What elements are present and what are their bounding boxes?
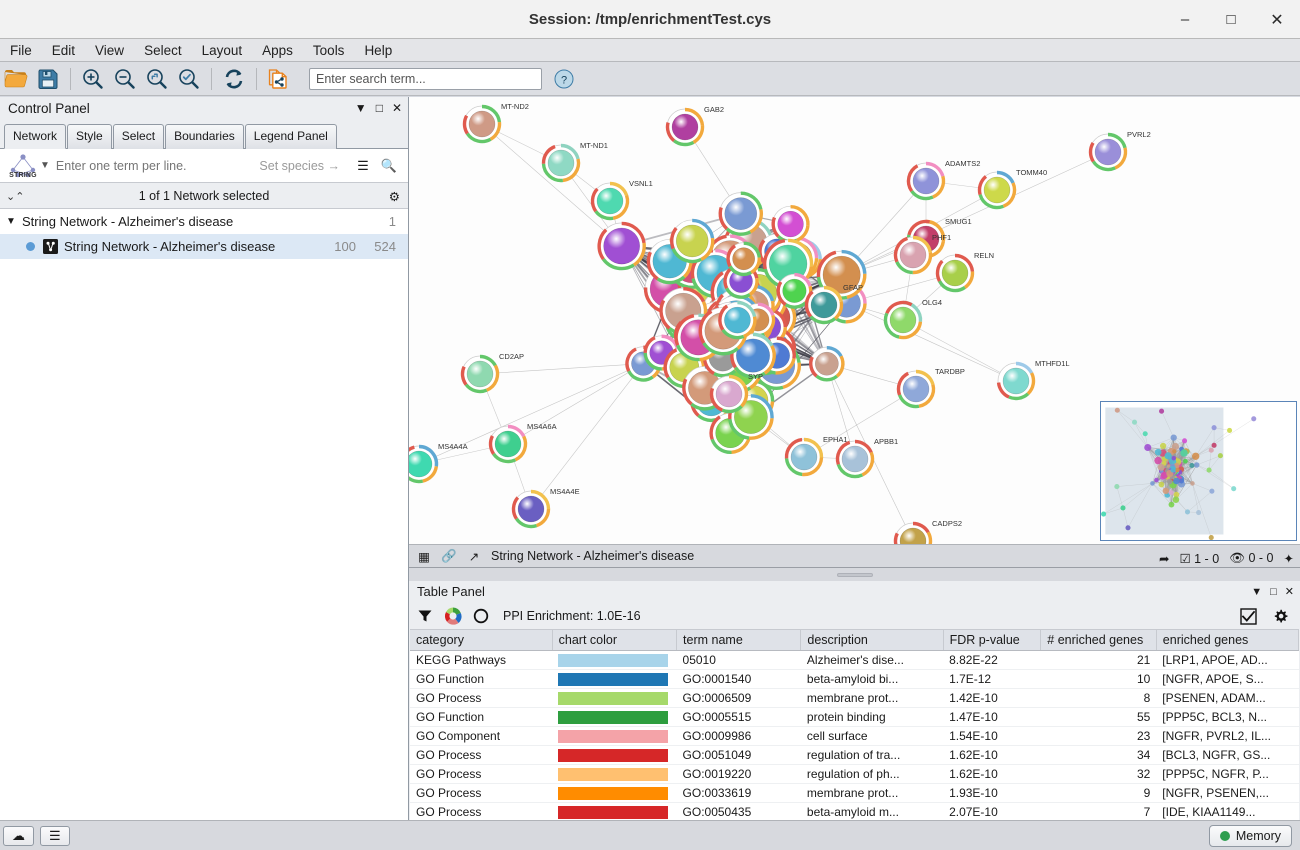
svg-text:MS4A4A: MS4A4A	[438, 442, 468, 451]
svg-text:VSNL1: VSNL1	[629, 179, 653, 188]
svg-text:MS4A6A: MS4A6A	[527, 422, 557, 431]
svg-text:MT-ND2: MT-ND2	[501, 102, 529, 111]
svg-text:TOMM40: TOMM40	[1016, 168, 1047, 177]
svg-text:APBB1: APBB1	[874, 437, 898, 446]
svg-text:PHF1: PHF1	[932, 233, 951, 242]
svg-text:TARDBP: TARDBP	[935, 367, 965, 376]
svg-text:CADPS2: CADPS2	[932, 519, 962, 528]
svg-text:MT-ND1: MT-ND1	[580, 141, 608, 150]
svg-text:GAB2: GAB2	[704, 105, 724, 114]
svg-text:ADAMTS2: ADAMTS2	[945, 159, 980, 168]
svg-text:CD2AP: CD2AP	[499, 352, 524, 361]
svg-text:PVRL2: PVRL2	[1127, 130, 1151, 139]
svg-text:SMUG1: SMUG1	[945, 217, 972, 226]
svg-text:?: ?	[561, 74, 567, 86]
svg-text:RELN: RELN	[974, 251, 994, 260]
svg-text:MTHFD1L: MTHFD1L	[1035, 359, 1070, 368]
svg-text:EPHA1: EPHA1	[823, 435, 848, 444]
svg-text:OLG4: OLG4	[922, 298, 942, 307]
svg-text:GFAP: GFAP	[843, 283, 863, 292]
svg-text:SYP: SYP	[748, 372, 763, 381]
svg-text:MS4A4E: MS4A4E	[550, 487, 580, 496]
